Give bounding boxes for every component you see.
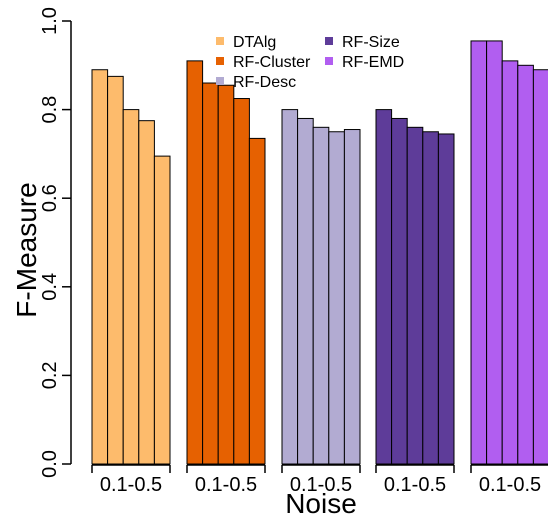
bar-rf-emd [486, 40, 503, 465]
bar-rf-desc [343, 129, 361, 465]
bar-rf-cluster [186, 60, 204, 465]
bar-rf-size [391, 117, 408, 465]
bar-rf-emd [517, 64, 534, 465]
legend-label: RF-Desc [233, 74, 296, 91]
legend-swatch [325, 57, 333, 65]
bar-rf-size [406, 126, 424, 465]
legend-label: RF-EMD [342, 54, 404, 71]
bar-rf-emd [501, 60, 519, 465]
bar-rf-desc [281, 109, 299, 465]
x-axis-title: Noise [285, 488, 357, 519]
bar-dtalg [107, 75, 124, 465]
bar-rf-size [437, 133, 455, 465]
bar-rf-emd [532, 69, 548, 465]
bar-dtalg [153, 155, 171, 465]
bar-rf-size [422, 131, 439, 465]
y-tick-label: 0.4 [39, 273, 61, 301]
bar-rf-emd [470, 40, 488, 465]
legend-swatch [216, 57, 224, 65]
bar-dtalg [91, 69, 109, 465]
bar-rf-desc [297, 117, 314, 465]
legend-label: RF-Cluster [233, 54, 311, 71]
legend: DTAlg RF-Cluster RF-Desc RF-Size RF-EMD [216, 34, 404, 91]
legend-swatch [325, 37, 333, 45]
legend-swatch [216, 77, 224, 85]
bar-dtalg [122, 109, 140, 465]
y-tick-label: 0.8 [39, 96, 61, 124]
x-group-label: 0.1-0.5 [195, 474, 257, 496]
y-tick-label: 0.6 [39, 184, 61, 212]
bar-rf-cluster [233, 98, 250, 465]
bar-dtalg [138, 120, 155, 465]
x-axis: 0.1-0.5 0.1-0.5 0.1-0.5 0.1-0.5 0.1-0.5 [91, 464, 548, 496]
y-axis-title: F-Measure [11, 182, 42, 317]
x-group-label: 0.1-0.5 [100, 474, 162, 496]
bar-rf-desc [328, 131, 345, 465]
bar-rf-size [375, 109, 393, 465]
x-group-label: 0.1-0.5 [479, 474, 541, 496]
y-tick-label: 0.2 [39, 361, 61, 389]
bar-rf-desc [312, 126, 330, 465]
legend-label: DTAlg [233, 34, 276, 51]
bar-rf-cluster [202, 82, 219, 465]
x-group-label: 0.1-0.5 [290, 474, 352, 496]
y-axis: 0.0 0.2 0.4 0.6 0.8 1.0 [39, 7, 72, 478]
legend-label: RF-Size [342, 34, 400, 51]
y-tick-label: 0.0 [39, 450, 61, 478]
x-group-label: 0.1-0.5 [384, 474, 446, 496]
legend-swatch [216, 37, 224, 45]
y-tick-label: 1.0 [39, 7, 61, 35]
bars-layer [91, 40, 548, 465]
bar-rf-cluster [217, 84, 235, 465]
bar-rf-cluster [248, 137, 266, 465]
